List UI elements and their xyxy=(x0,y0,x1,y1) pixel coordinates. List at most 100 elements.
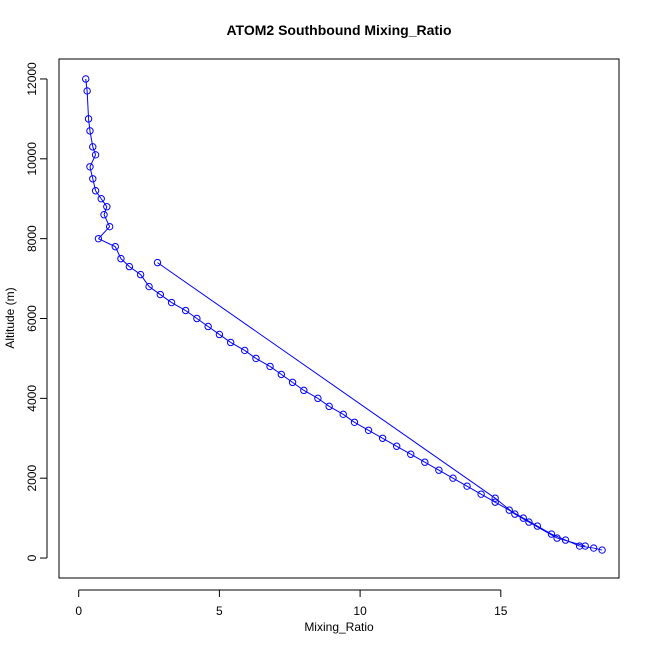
series-line-segment xyxy=(157,262,496,499)
data-point xyxy=(491,494,499,502)
data-point xyxy=(86,127,94,135)
series-line-segment xyxy=(92,146,97,155)
data-point xyxy=(525,518,533,526)
data-point xyxy=(598,546,606,554)
data-point xyxy=(511,510,519,518)
series-line-segment xyxy=(382,437,397,447)
y-tick-label: 4000 xyxy=(25,385,39,412)
data-point xyxy=(288,378,297,387)
series-line-segment xyxy=(103,214,111,227)
data-point xyxy=(153,258,162,267)
series-line-segment xyxy=(89,130,94,147)
data-point xyxy=(117,254,125,263)
data-point xyxy=(241,346,249,355)
data-point xyxy=(226,338,235,347)
data-point xyxy=(300,386,308,395)
data-point xyxy=(491,498,499,506)
series-line-segment xyxy=(171,302,186,311)
data-point xyxy=(103,203,111,211)
data-point xyxy=(167,298,176,307)
y-tick-label: 0 xyxy=(25,554,39,561)
data-point xyxy=(378,434,387,442)
series-line-segment xyxy=(368,429,383,439)
series-line-segment xyxy=(230,342,245,351)
data-point xyxy=(89,143,97,151)
series-line-segment xyxy=(438,469,454,479)
data-point xyxy=(111,242,119,251)
series-line-segment xyxy=(452,477,468,487)
data-point xyxy=(519,514,528,522)
series-line-segment xyxy=(88,118,91,131)
y-axis: 0 2000 4000 6000 8000 10000 12000 xyxy=(25,62,48,561)
x-tick-label: 15 xyxy=(494,604,508,618)
series-line-segment xyxy=(120,258,130,267)
series-line-segment xyxy=(551,533,566,541)
series-line-segment xyxy=(523,517,538,527)
series-line-segment xyxy=(514,513,530,523)
data-point xyxy=(553,534,561,542)
data-point xyxy=(575,542,584,550)
data-point xyxy=(125,262,134,271)
series-line-segment xyxy=(219,334,231,343)
y-tick-label: 8000 xyxy=(25,225,39,252)
data-point xyxy=(314,394,322,403)
data-point xyxy=(435,466,443,474)
series-line-segment xyxy=(342,413,355,423)
series-line-segment xyxy=(114,246,122,259)
data-point xyxy=(421,458,429,466)
data-point xyxy=(91,151,100,159)
series-line-segment xyxy=(196,318,209,327)
data-point xyxy=(193,314,201,323)
y-tick-label: 10000 xyxy=(25,142,39,176)
data-point xyxy=(477,490,485,498)
series-line-segment xyxy=(424,461,440,471)
data-point xyxy=(325,402,333,411)
series-line-segment xyxy=(269,365,282,375)
data-point xyxy=(100,211,108,219)
series-line-segment xyxy=(207,326,220,335)
data-point xyxy=(407,450,415,458)
y-tick-label: 2000 xyxy=(25,465,39,492)
y-axis-label: Altitude (m) xyxy=(3,287,17,348)
data-point xyxy=(91,187,100,195)
series-line-segment xyxy=(103,206,108,215)
data-point xyxy=(215,330,224,339)
series-line-segment xyxy=(396,445,412,455)
data-point xyxy=(505,506,513,514)
series-line-segment xyxy=(140,274,150,287)
series-line-segment xyxy=(89,166,94,179)
series-line-segment xyxy=(185,310,198,319)
series-line-segment xyxy=(328,405,344,415)
data-point xyxy=(94,234,103,243)
chart-title: ATOM2 Southbound Mixing_Ratio xyxy=(226,22,451,38)
series-line-segment xyxy=(292,381,305,391)
data-point xyxy=(463,482,471,490)
x-axis-label: Mixing_Ratio xyxy=(304,620,374,634)
series-line-segment xyxy=(100,198,108,208)
series-line-segment xyxy=(85,78,88,91)
data-point xyxy=(181,306,190,315)
series-line-segment xyxy=(537,525,552,535)
x-tick-label: 5 xyxy=(216,604,223,618)
series-line-segment xyxy=(556,537,586,547)
data-point xyxy=(350,418,359,426)
series-line-segment xyxy=(410,453,426,463)
series-line-segment xyxy=(528,521,558,539)
y-tick-label: 12000 xyxy=(25,62,39,96)
series-line-segment xyxy=(160,294,172,303)
data-point xyxy=(277,370,286,379)
data-point xyxy=(145,282,153,291)
data-point xyxy=(156,290,165,299)
data-point xyxy=(547,530,556,538)
data-point xyxy=(86,163,94,171)
series-line-segment xyxy=(244,350,257,359)
series-line-segment xyxy=(303,389,319,399)
data-point xyxy=(105,222,114,231)
series-line-segment xyxy=(86,90,90,119)
series-line-segment xyxy=(89,154,97,168)
data-point xyxy=(89,175,97,183)
series-line-segment xyxy=(129,266,141,275)
x-axis: 0 5 10 15 xyxy=(75,589,508,618)
data-point xyxy=(533,522,542,530)
